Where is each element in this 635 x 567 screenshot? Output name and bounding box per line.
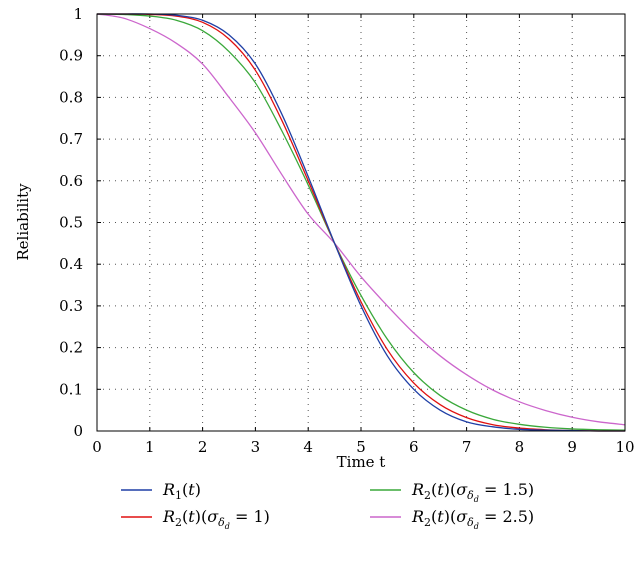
legend-label: R2(t)(σδd = 2.5) (411, 507, 534, 531)
series-line-2 (96, 13, 626, 432)
y-tick-label: 0.4 (59, 255, 83, 273)
x-tick-label: 4 (303, 438, 313, 456)
legend-item-3: R2(t)(σδd = 1.5) (370, 480, 534, 504)
y-tick-label: 0.7 (59, 130, 83, 148)
x-tick-label: 6 (409, 438, 419, 456)
x-tick-label: 8 (515, 438, 525, 456)
grid (97, 14, 625, 431)
legend-label: R2(t)(σδd = 1.5) (411, 480, 534, 504)
x-tick-label: 10 (615, 438, 634, 456)
legend-item-2: R2(t)(σδd = 1) (121, 507, 270, 531)
y-tick-label: 0 (73, 422, 83, 440)
x-tick-label: 0 (92, 438, 102, 456)
x-tick-labels: 0 1 2 3 4 5 6 7 8 9 10 (92, 438, 634, 456)
legend: R1(t) R2(t)(σδd = 1) R2(t)(σδd = 1.5) R2(t)… (121, 480, 534, 531)
y-tick-label: 0.2 (59, 339, 83, 357)
y-tick-label: 0.1 (59, 380, 83, 398)
x-tick-label: 5 (356, 438, 366, 456)
y-axis-title: Reliability (14, 183, 32, 261)
x-tick-label: 3 (251, 438, 261, 456)
x-tick-label: 1 (145, 438, 155, 456)
y-tick-label: 0.8 (59, 88, 83, 106)
legend-label: R1(t) (162, 480, 201, 502)
y-tick-label: 1 (73, 5, 83, 23)
x-tick-label: 9 (567, 438, 577, 456)
plot-frame (96, 13, 626, 432)
series-line-1 (97, 13, 626, 432)
series-line-4 (96, 13, 626, 426)
y-tick-label: 0.9 (59, 47, 83, 65)
legend-item-1: R1(t) (121, 480, 201, 502)
y-tick-label: 0.3 (59, 297, 83, 315)
y-tick-labels: 0 0.1 0.2 0.3 0.4 0.5 0.6 0.7 0.8 0.9 1 (59, 5, 83, 440)
y-tick-label: 0.6 (59, 172, 83, 190)
x-axis-title: Time t (337, 453, 386, 471)
y-tick-label: 0.5 (59, 214, 83, 232)
x-tick-label: 2 (198, 438, 208, 456)
legend-label: R2(t)(σδd = 1) (162, 507, 270, 531)
series-lines (96, 13, 626, 432)
series-line-3 (96, 13, 626, 431)
x-tick-label: 7 (462, 438, 472, 456)
legend-item-4: R2(t)(σδd = 2.5) (370, 507, 534, 531)
